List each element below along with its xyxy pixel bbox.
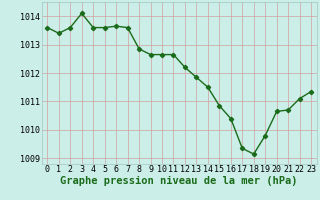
X-axis label: Graphe pression niveau de la mer (hPa): Graphe pression niveau de la mer (hPa) <box>60 176 298 186</box>
